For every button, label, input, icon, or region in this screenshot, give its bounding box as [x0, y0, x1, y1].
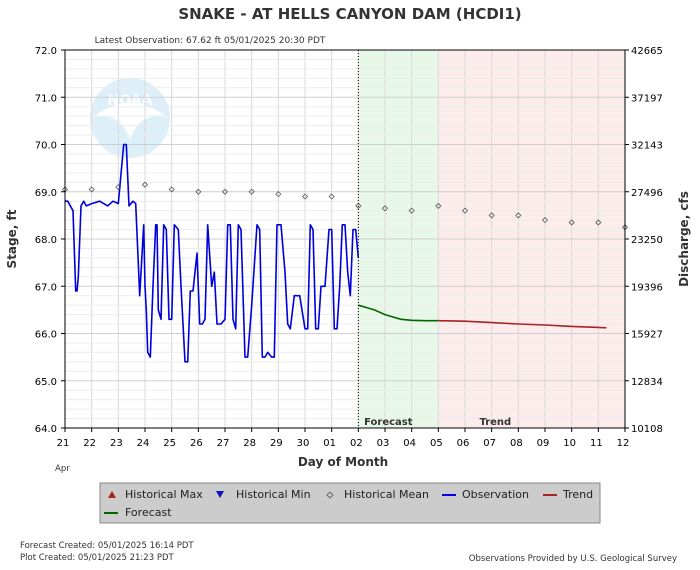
- forecast-region-label: Forecast: [364, 417, 413, 428]
- legend: Historical Max Historical Min Historical…: [99, 482, 601, 524]
- x-tick-label: 03: [377, 438, 390, 449]
- y-right-tick-label: 12834: [631, 377, 663, 388]
- historical-mean-point: [195, 188, 202, 195]
- y-left-tick-label: 72.0: [35, 46, 57, 57]
- y-right-axis-ticks: 42665 37197 32143 27496 23250 19396 15927 12834…: [625, 46, 663, 435]
- plot-created: Plot Created: 05/01/2025 21:23 PDT: [20, 553, 174, 563]
- x-tick-label: 29: [270, 438, 283, 449]
- x-axis-ticks: 21 22 23 24 25 26 27 28 29 30 01 02 03 04 05 06 07 08 09 10…: [57, 428, 630, 449]
- x-tick-label: 24: [137, 438, 150, 449]
- series-layer: [61, 143, 629, 363]
- grid-lines: [64, 49, 626, 429]
- x-tick-label: 30: [297, 438, 310, 449]
- y-left-tick-label: 66.0: [35, 330, 57, 341]
- chart-title: SNAKE - AT HELLS CANYON DAM (HCDI1): [178, 5, 521, 23]
- x-tick-label: 10: [563, 438, 576, 449]
- historical-mean-point: [301, 193, 309, 200]
- historical-mean-point: [355, 202, 362, 209]
- x-tick-label: 25: [163, 438, 176, 449]
- trend-region-label: Trend: [479, 417, 511, 428]
- y-right-tick-label: 19396: [631, 282, 663, 293]
- x-tick-label: 28: [243, 438, 256, 449]
- y-right-tick-label: 27496: [631, 188, 663, 199]
- y-left-tick-label: 70.0: [35, 141, 57, 152]
- trend-line: [438, 319, 607, 329]
- y-left-tick-label: 68.0: [35, 235, 57, 246]
- legend-historical-min: Historical Min: [236, 488, 311, 501]
- x-tick-label: 08: [510, 438, 523, 449]
- historical-mean-point: [115, 183, 122, 191]
- x-tick-label: 21: [57, 438, 70, 449]
- y-left-tick-label: 65.0: [35, 377, 57, 388]
- x-tick-label: 26: [190, 438, 203, 449]
- observation-line: [65, 143, 360, 363]
- legend-forecast: Forecast: [125, 506, 172, 519]
- y-right-axis-label: Discharge, cfs: [677, 191, 691, 287]
- y-right-tick-label: 37197: [631, 93, 663, 104]
- historical-mean-point: [515, 212, 522, 219]
- historical-mean-point: [88, 186, 95, 193]
- x-axis-label: Day of Month: [298, 455, 388, 469]
- x-tick-label: 05: [430, 438, 443, 449]
- historical-mean-point: [275, 191, 282, 198]
- historical-mean-point: [408, 207, 415, 214]
- x-tick-label: 22: [83, 438, 96, 449]
- historical-mean-point: [461, 207, 469, 214]
- y-left-axis-label: Stage, ft: [5, 209, 19, 268]
- historical-mean-point: [568, 219, 575, 226]
- x-tick-label: 09: [537, 438, 550, 449]
- historical-max-marker: [108, 491, 116, 498]
- historical-mean-point: [381, 205, 389, 212]
- x-tick-label: 06: [457, 438, 470, 449]
- x-tick-label: 02: [350, 438, 363, 449]
- forecast-created: Forecast Created: 05/01/2025 16:14 PDT: [20, 541, 194, 551]
- legend-historical-max: Historical Max: [125, 488, 203, 501]
- x-tick-label: 04: [403, 438, 416, 449]
- x-tick-label: 27: [217, 438, 230, 449]
- historical-mean-point: [168, 186, 175, 193]
- historical-mean-point: [221, 188, 229, 195]
- noaa-logo: NOAA: [90, 78, 170, 158]
- legend-box: [99, 482, 601, 524]
- y-left-tick-label: 67.0: [35, 282, 57, 293]
- historical-mean-point: [141, 181, 149, 188]
- historical-min-marker: [216, 491, 224, 498]
- y-right-tick-label: 42665: [631, 46, 663, 57]
- x-tick-label: 07: [483, 438, 496, 449]
- y-left-axis-ticks: 72.0 71.0 70.0 69.0 68.0 67.0 66.0 65.0 64.0: [35, 46, 65, 435]
- historical-mean-point: [595, 219, 602, 226]
- historical-mean-point: [435, 202, 442, 209]
- x-tick-label: 12: [617, 438, 630, 449]
- y-left-tick-label: 69.0: [35, 188, 57, 199]
- y-right-tick-label: 10108: [631, 424, 663, 435]
- forecast-line: [358, 304, 439, 322]
- y-right-tick-label: 32143: [631, 141, 663, 152]
- historical-mean-marker: [326, 491, 334, 499]
- historical-mean-point: [541, 217, 549, 224]
- y-right-tick-label: 15927: [631, 330, 663, 341]
- y-left-tick-label: 64.0: [35, 424, 57, 435]
- x-tick-label: 11: [590, 438, 603, 449]
- x-tick-label: 23: [110, 438, 123, 449]
- data-credit: Observations Provided by U.S. Geological…: [469, 554, 677, 564]
- historical-mean-point: [488, 212, 495, 219]
- latest-observation: Latest Observation: 67.62 ft 05/01/2025 …: [95, 36, 326, 46]
- legend-trend: Trend: [562, 488, 593, 501]
- month-label: Apr: [55, 464, 70, 474]
- historical-mean-point: [248, 188, 255, 195]
- legend-historical-mean: Historical Mean: [344, 488, 429, 501]
- legend-observation: Observation: [462, 488, 529, 501]
- y-left-tick-label: 71.0: [35, 93, 57, 104]
- x-tick-label: 01: [323, 438, 336, 449]
- historical-mean-point: [328, 193, 335, 200]
- y-right-tick-label: 23250: [631, 235, 663, 246]
